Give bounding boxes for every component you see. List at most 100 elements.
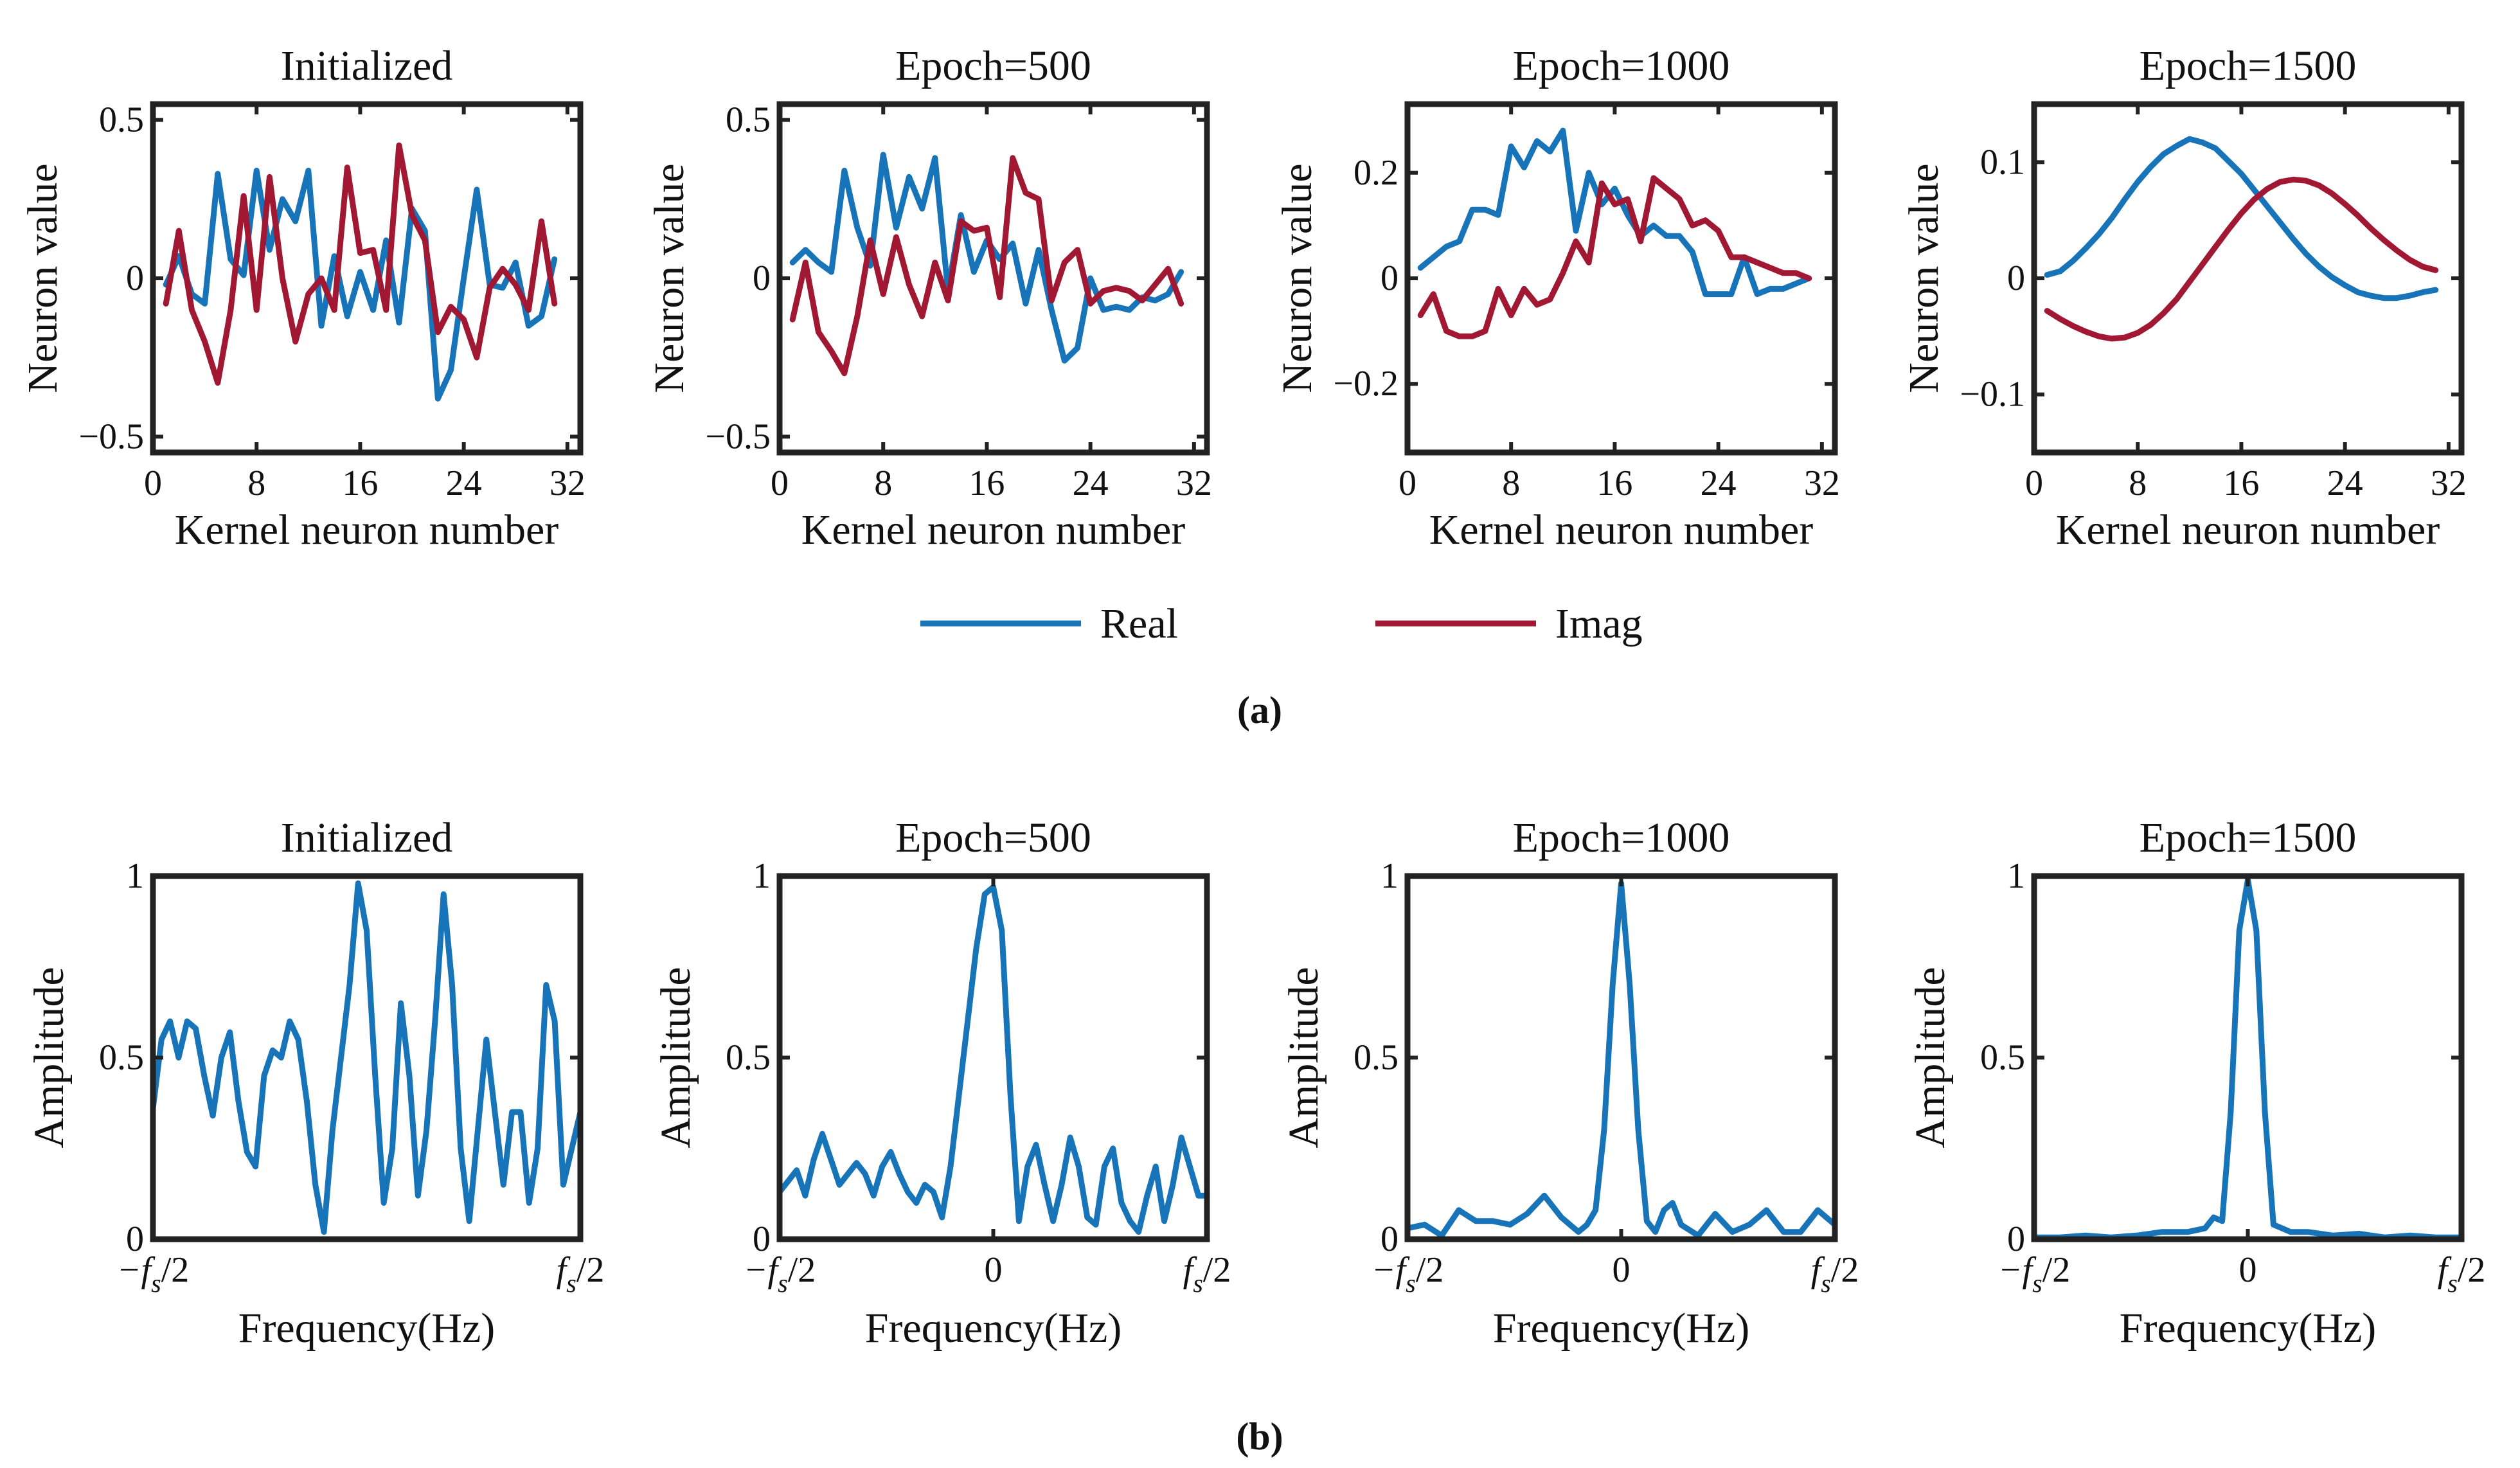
x-tick-label: 16 xyxy=(2223,463,2259,503)
x-tick-label: 0 xyxy=(771,463,789,503)
y-tick-label: 0.5 xyxy=(99,100,144,140)
legend: Real Imag xyxy=(920,600,1643,647)
series-line-real xyxy=(2044,136,2439,301)
x-tick-label: 0 xyxy=(144,463,162,503)
y-axis-label: Neuron value xyxy=(1274,163,1321,393)
chart-title: Initialized xyxy=(281,42,453,89)
x-tick-label: 0 xyxy=(2239,1250,2257,1290)
series-line-amplitude xyxy=(150,880,584,1235)
x-tick-label: 24 xyxy=(1701,463,1737,503)
chart-title: Epoch=500 xyxy=(895,814,1091,861)
series-line-amplitude xyxy=(2031,877,2465,1240)
x-axis-label: Kernel neuron number xyxy=(2056,506,2440,553)
x-tick-label: −fs/2 xyxy=(117,1250,190,1298)
y-tick-label: 0.5 xyxy=(726,100,771,140)
y-tick-label: 0 xyxy=(1381,1219,1399,1259)
y-tick-label: 1 xyxy=(753,856,771,896)
x-axis-label: Frequency(Hz) xyxy=(2120,1305,2376,1352)
x-tick-label: 16 xyxy=(1596,463,1632,503)
x-tick-label: 8 xyxy=(2129,463,2147,503)
y-tick-label: 0 xyxy=(126,258,144,298)
x-tick-label: 8 xyxy=(874,463,892,503)
y-tick-label: 1 xyxy=(126,856,144,896)
chart-title: Epoch=1000 xyxy=(1513,42,1730,89)
x-tick-label: 32 xyxy=(550,463,585,503)
axes-frame xyxy=(2031,873,2465,1242)
y-tick-label: −0.5 xyxy=(705,416,771,456)
y-tick-label: 1 xyxy=(2007,856,2025,896)
y-tick-label: 0 xyxy=(753,258,771,298)
axes-frame xyxy=(1404,873,1838,1242)
panel-b-label: (b) xyxy=(1236,1415,1283,1458)
x-tick-label: 8 xyxy=(247,463,265,503)
x-tick-label: fs/2 xyxy=(1183,1250,1231,1298)
y-tick-label: 0.5 xyxy=(726,1038,771,1078)
x-tick-label: 16 xyxy=(342,463,378,503)
x-axis-label: Frequency(Hz) xyxy=(1493,1305,1749,1352)
y-axis-label: Amplitude xyxy=(652,967,699,1148)
series-line-amplitude xyxy=(776,884,1210,1235)
y-axis-label: Neuron value xyxy=(19,163,66,393)
series-line-real xyxy=(163,168,558,402)
series-line-real xyxy=(1417,127,1812,298)
x-tick-label: 24 xyxy=(446,463,482,503)
y-axis-label: Amplitude xyxy=(1280,967,1327,1148)
y-tick-label: 0 xyxy=(2007,1219,2025,1259)
y-axis-label: Neuron value xyxy=(646,163,693,393)
x-tick-label: 24 xyxy=(1073,463,1109,503)
legend-real-label: Real xyxy=(1100,600,1178,647)
x-tick-label: −fs/2 xyxy=(1372,1250,1444,1298)
chart-title: Epoch=1500 xyxy=(2140,814,2357,861)
chart-title: Initialized xyxy=(281,814,453,861)
x-tick-label: 0 xyxy=(1399,463,1416,503)
y-tick-label: 0.1 xyxy=(1980,142,2025,182)
chart-title: Epoch=1500 xyxy=(2140,42,2357,89)
y-tick-label: 0 xyxy=(753,1219,771,1259)
y-tick-label: −0.1 xyxy=(1960,375,2025,415)
x-tick-label: −fs/2 xyxy=(1998,1250,2071,1298)
x-tick-label: −fs/2 xyxy=(744,1250,816,1298)
series-line-real xyxy=(789,152,1184,364)
chart-title: Epoch=1000 xyxy=(1513,814,1730,861)
x-tick-label: 32 xyxy=(1804,463,1840,503)
series-line-imag xyxy=(163,142,558,386)
x-tick-label: 16 xyxy=(969,463,1005,503)
x-axis-label: Kernel neuron number xyxy=(801,506,1185,553)
x-tick-label: 0 xyxy=(2025,463,2043,503)
x-axis-label: Frequency(Hz) xyxy=(865,1305,1121,1352)
axes-frame xyxy=(1404,101,1838,456)
x-tick-label: 8 xyxy=(1502,463,1520,503)
y-tick-label: −0.5 xyxy=(78,416,144,456)
axes-frame xyxy=(776,873,1210,1242)
x-tick-label: 32 xyxy=(1176,463,1212,503)
y-tick-label: 0.5 xyxy=(1980,1038,2025,1078)
x-tick-label: fs/2 xyxy=(557,1250,605,1298)
y-tick-label: 0.2 xyxy=(1354,153,1399,193)
x-axis-label: Kernel neuron number xyxy=(175,506,559,553)
series-line-imag xyxy=(1417,175,1812,339)
x-axis-label: Kernel neuron number xyxy=(1429,506,1813,553)
y-tick-label: 0 xyxy=(2007,258,2025,298)
axes-frame xyxy=(2031,101,2465,456)
legend-imag-label: Imag xyxy=(1555,600,1643,647)
x-axis-label: Frequency(Hz) xyxy=(238,1305,495,1352)
series-line-imag xyxy=(789,155,1184,377)
y-tick-label: −0.2 xyxy=(1333,364,1399,404)
x-tick-label: fs/2 xyxy=(1811,1250,1859,1298)
y-tick-label: 0.5 xyxy=(99,1038,144,1078)
y-axis-label: Amplitude xyxy=(1907,967,1954,1148)
y-axis-label: Neuron value xyxy=(1900,163,1947,393)
y-axis-label: Amplitude xyxy=(26,967,73,1148)
series-line-amplitude xyxy=(1404,880,1838,1239)
y-tick-label: 1 xyxy=(1381,856,1399,896)
x-tick-label: 32 xyxy=(2431,463,2467,503)
x-tick-label: 24 xyxy=(2327,463,2363,503)
axes-frame xyxy=(776,101,1210,456)
